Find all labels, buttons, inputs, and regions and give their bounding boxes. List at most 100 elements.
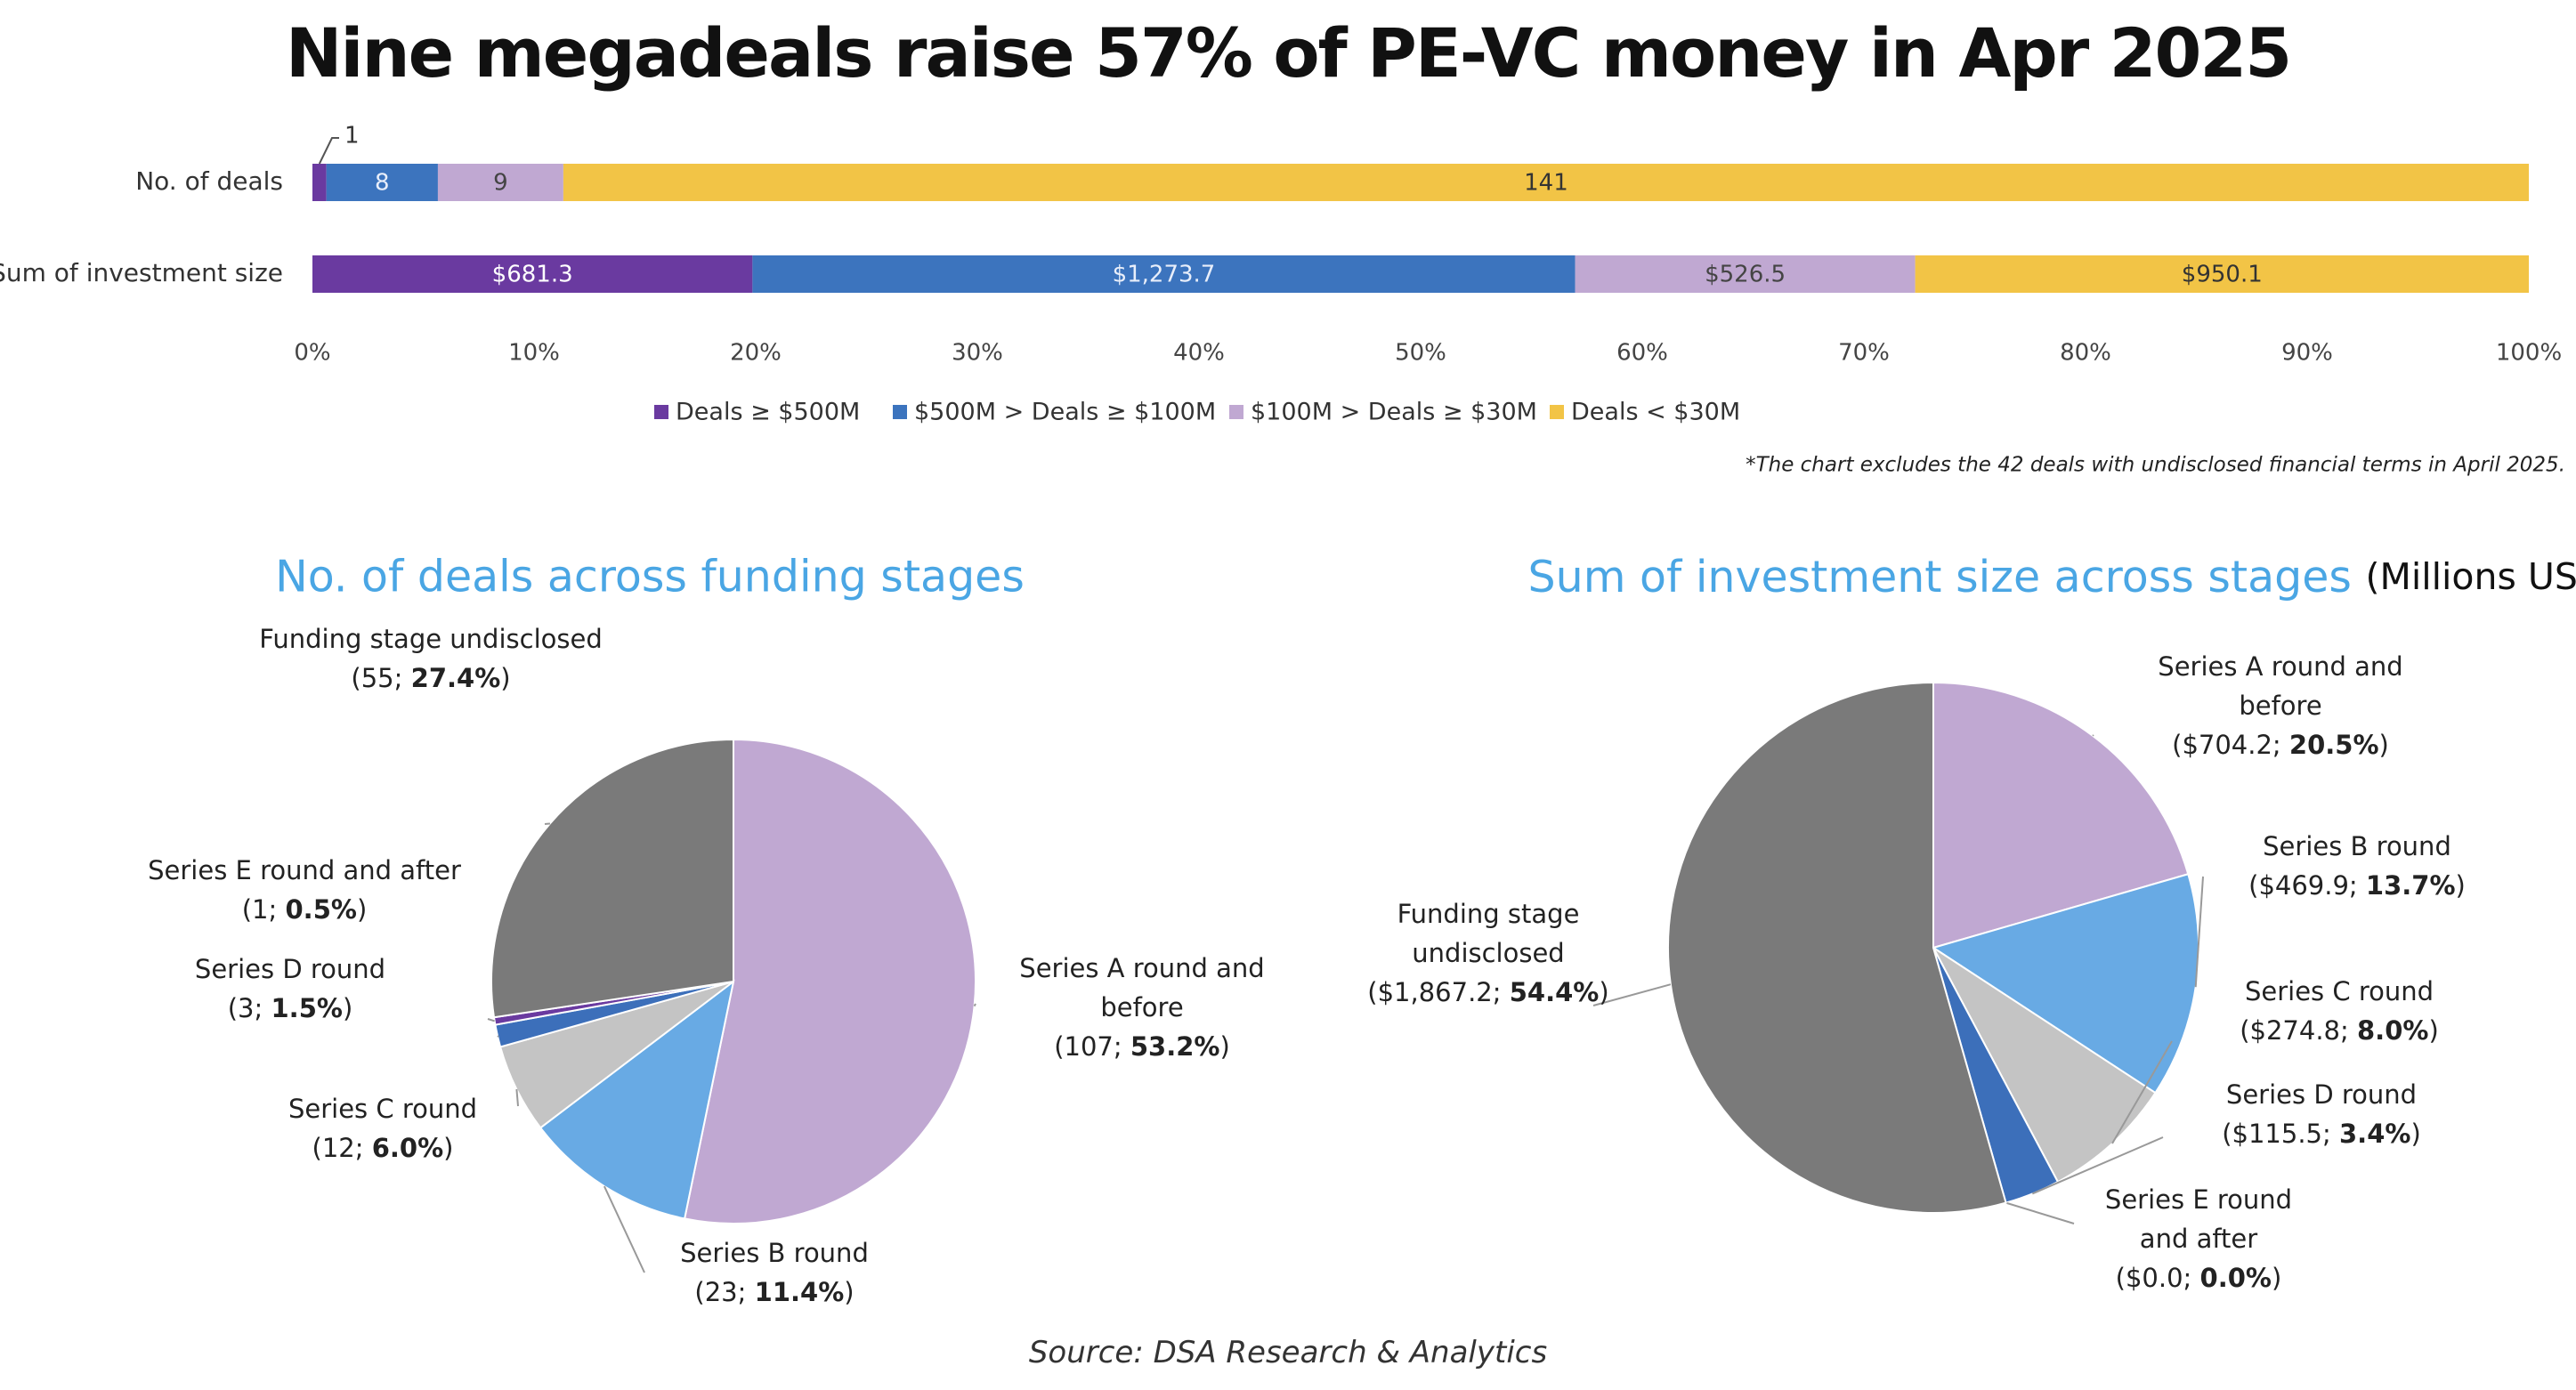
slice-label-name: Series C round bbox=[288, 1094, 477, 1124]
slice-label-name: before bbox=[1100, 992, 1183, 1022]
slice-percent-text: 54.4% bbox=[1510, 977, 1600, 1007]
bar-value-label: $1,273.7 bbox=[1113, 262, 1216, 288]
slice-value-text: (1; bbox=[242, 894, 286, 925]
pie-title-main: Sum of investment size across stages bbox=[1528, 552, 2366, 602]
slice-label-value: ($274.8; 8.0%) bbox=[2240, 1015, 2439, 1046]
bar-value-label: 1 bbox=[344, 123, 360, 150]
legend-label-100m-deals-30m: $100M > Deals ≥ $30M bbox=[1251, 399, 1537, 426]
bar-value-label: $950.1 bbox=[2182, 262, 2263, 288]
slice-percent-text: 0.5% bbox=[286, 894, 357, 925]
pie-slice-series-a-round-and-before bbox=[1932, 681, 2190, 950]
slice-percent-text: 8.0% bbox=[2357, 1015, 2428, 1046]
bar-segment-deals-30m-sum-of-investment-size bbox=[1915, 255, 2529, 293]
bar-value-label: 8 bbox=[375, 170, 390, 197]
slice-label-value: ($469.9; 13.7%) bbox=[2248, 870, 2466, 901]
pie-slice-series-a-round-and-before bbox=[683, 738, 976, 1224]
slice-label-name: Series A round and bbox=[2158, 651, 2402, 682]
x-tick-label: 30% bbox=[952, 340, 1003, 367]
slice-label-name: Series E round and after bbox=[148, 855, 461, 885]
legend-swatch-deals-30m bbox=[1550, 405, 1564, 419]
leader-line bbox=[2111, 1040, 2173, 1144]
x-tick-label: 90% bbox=[2281, 340, 2333, 367]
bar-segment-deals-500m-no-of-deals bbox=[312, 164, 327, 201]
slice-value-text: ($274.8; bbox=[2240, 1015, 2357, 1046]
bar-label-leader bbox=[318, 137, 339, 165]
x-tick-label: 70% bbox=[1838, 340, 1890, 367]
slice-percent-text: 0.0% bbox=[2200, 1263, 2272, 1293]
slice-paren: ) bbox=[2272, 1263, 2281, 1293]
bar-segment-deals-500m-sum-of-investment-size bbox=[312, 255, 753, 293]
slice-paren: ) bbox=[2456, 870, 2466, 901]
category-label-no-of-deals: No. of deals bbox=[135, 166, 283, 196]
slice-label-value: (55; 27.4%) bbox=[351, 663, 510, 693]
slice-label-name: Series A round and bbox=[1019, 953, 1264, 983]
slice-value-text: ($469.9; bbox=[2248, 870, 2366, 901]
pie-title-units: (Millions USD) bbox=[2365, 555, 2576, 598]
slice-percent-text: 6.0% bbox=[372, 1133, 443, 1163]
pie-title-investment: Sum of investment size across stages (Mi… bbox=[1528, 552, 2576, 602]
x-tick-label: 40% bbox=[1173, 340, 1225, 367]
bar-segment-500m-deals-100m-no-of-deals bbox=[326, 164, 438, 201]
slice-label-name: and after bbox=[2140, 1224, 2257, 1254]
pie-slice-funding-stage-undisclosed bbox=[490, 738, 734, 1019]
x-tick-label: 80% bbox=[2060, 340, 2111, 367]
slice-label-value: ($1,867.2; 54.4%) bbox=[1367, 977, 1608, 1007]
slice-label-value: (107; 53.2%) bbox=[1054, 1031, 1230, 1062]
leader-line bbox=[544, 822, 551, 825]
leader-line bbox=[2194, 876, 2204, 988]
legend-label-deals-500m: Deals ≥ $500M bbox=[676, 399, 860, 426]
slice-label-name: Funding stage undisclosed bbox=[259, 624, 602, 654]
slice-paren: ) bbox=[2379, 730, 2389, 760]
x-tick-label: 20% bbox=[730, 340, 782, 367]
slice-percent-text: 53.2% bbox=[1130, 1031, 1220, 1062]
slice-value-text: (12; bbox=[312, 1133, 372, 1163]
bar-segment-500m-deals-100m-sum-of-investment-size bbox=[752, 255, 1576, 293]
x-tick-label: 10% bbox=[508, 340, 560, 367]
bar-segment-100m-deals-30m-no-of-deals bbox=[437, 164, 563, 201]
slice-paren: ) bbox=[2410, 1119, 2420, 1149]
slice-label-name: Funding stage bbox=[1397, 899, 1580, 929]
bar-value-label: $526.5 bbox=[1705, 262, 1786, 288]
slice-paren: ) bbox=[443, 1133, 453, 1163]
slice-value-text: ($0.0; bbox=[2116, 1263, 2200, 1293]
legend-swatch-deals-500m bbox=[654, 405, 668, 419]
bar-segment-100m-deals-30m-sum-of-investment-size bbox=[1575, 255, 1916, 293]
slice-paren: ) bbox=[500, 663, 510, 693]
pie-slice-funding-stage-undisclosed bbox=[1667, 681, 2007, 1214]
slice-paren: ) bbox=[1599, 977, 1608, 1007]
slice-percent-text: 13.7% bbox=[2366, 870, 2456, 901]
slice-label-value: (3; 1.5%) bbox=[228, 993, 353, 1023]
leader-line bbox=[603, 1185, 645, 1273]
slice-label-value: ($0.0; 0.0%) bbox=[2116, 1263, 2282, 1293]
leader-line bbox=[2005, 1201, 2075, 1224]
leader-line bbox=[515, 1088, 519, 1107]
category-label-sum-of-investment-size: Sum of investment size bbox=[0, 258, 283, 287]
chart-title: Nine megadeals raise 57% of PE-VC money … bbox=[285, 13, 2292, 93]
pie-title-deals: No. of deals across funding stages bbox=[275, 552, 1025, 602]
slice-label-name: Series B round bbox=[2263, 831, 2451, 861]
slice-percent-text: 1.5% bbox=[271, 993, 343, 1023]
slice-percent-text: 20.5% bbox=[2289, 730, 2379, 760]
slice-label-value: (1; 0.5%) bbox=[242, 894, 368, 925]
leader-line bbox=[973, 1003, 976, 1007]
slice-value-text: ($1,867.2; bbox=[1367, 977, 1509, 1007]
slice-label-name: Series B round bbox=[680, 1238, 869, 1268]
slice-label-value: (12; 6.0%) bbox=[312, 1133, 454, 1163]
slice-label-value: ($704.2; 20.5%) bbox=[2172, 730, 2389, 760]
chart-footnote: *The chart excludes the 42 deals with un… bbox=[1746, 454, 2565, 477]
slice-value-text: (3; bbox=[228, 993, 271, 1023]
x-tick-label: 50% bbox=[1395, 340, 1446, 367]
legend-swatch-500m-deals-100m bbox=[893, 405, 907, 419]
slice-label-name: Series C round bbox=[2245, 976, 2434, 1006]
slice-value-text: (107; bbox=[1054, 1031, 1130, 1062]
leader-line bbox=[2092, 734, 2094, 737]
slice-value-text: ($115.5; bbox=[2222, 1119, 2339, 1149]
pie-chart-deals: Series A round and before (107; 53.2%) Seri… bbox=[148, 624, 1265, 1307]
slice-label-value: (23; 11.4%) bbox=[694, 1277, 854, 1307]
legend-swatch-100m-deals-30m bbox=[1229, 405, 1243, 419]
slice-paren: ) bbox=[343, 993, 352, 1023]
slice-percent-text: 27.4% bbox=[411, 663, 501, 693]
slice-paren: ) bbox=[1219, 1031, 1229, 1062]
bar-value-label: 141 bbox=[1524, 170, 1568, 197]
